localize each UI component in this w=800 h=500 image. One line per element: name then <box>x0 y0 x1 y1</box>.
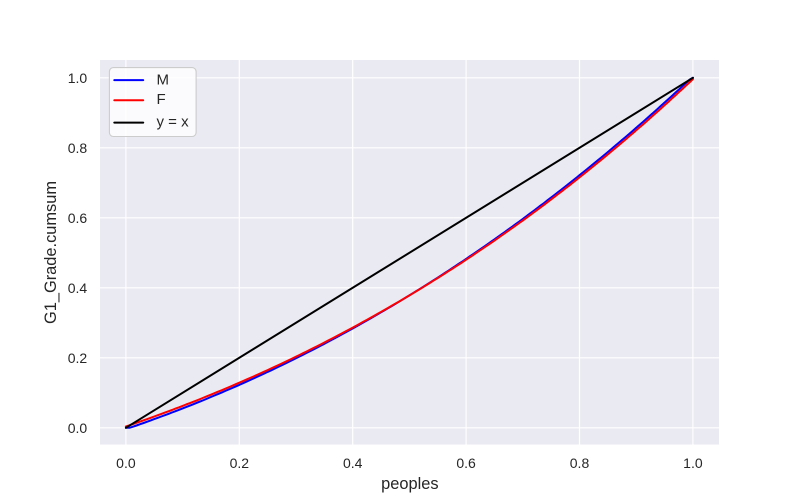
svg-text:0.4: 0.4 <box>343 455 363 471</box>
svg-text:0.2: 0.2 <box>230 455 250 471</box>
svg-text:0.2: 0.2 <box>68 350 88 366</box>
svg-text:M: M <box>157 71 170 88</box>
svg-text:y = x: y = x <box>157 114 190 131</box>
svg-text:0.8: 0.8 <box>570 455 590 471</box>
svg-text:peoples: peoples <box>381 475 438 493</box>
svg-text:1.0: 1.0 <box>683 455 703 471</box>
svg-text:G1_Grade.cumsum: G1_Grade.cumsum <box>42 181 60 324</box>
svg-text:1.0: 1.0 <box>68 70 88 86</box>
svg-text:0.4: 0.4 <box>68 280 88 296</box>
svg-text:0.0: 0.0 <box>116 455 136 471</box>
svg-text:0.8: 0.8 <box>68 140 88 156</box>
svg-text:0.6: 0.6 <box>68 210 88 226</box>
svg-text:F: F <box>157 91 166 108</box>
svg-text:0.0: 0.0 <box>68 420 88 436</box>
svg-text:0.6: 0.6 <box>456 455 476 471</box>
